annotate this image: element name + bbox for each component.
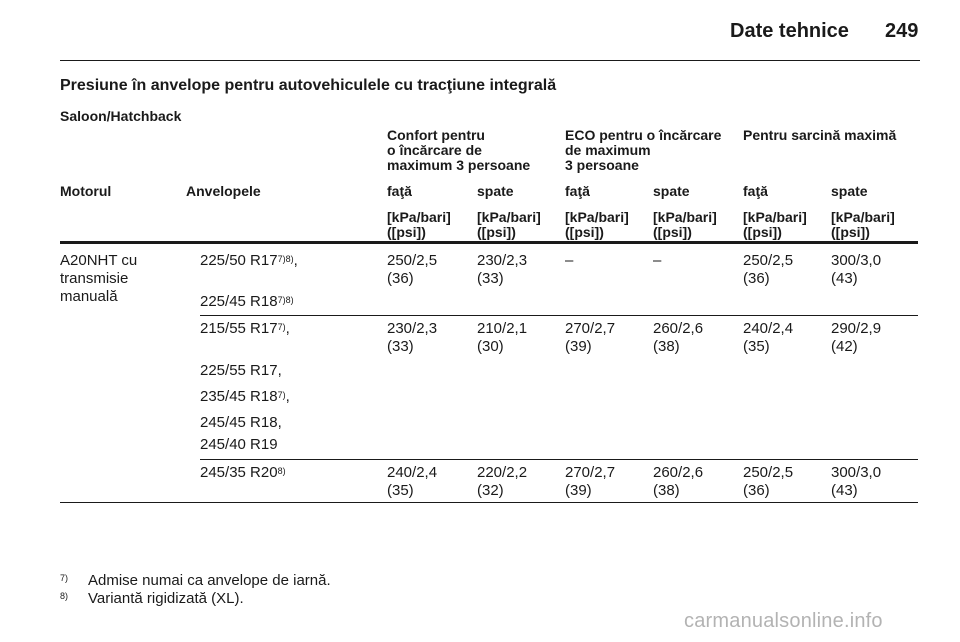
separator: , bbox=[285, 388, 290, 405]
pressure-value: 230/2,3 bbox=[477, 252, 528, 269]
pressure-value: 290/2,9 bbox=[831, 320, 882, 337]
psi-value: (36) bbox=[743, 482, 770, 499]
unit-label: ([psi]) bbox=[653, 224, 692, 240]
table-header-rule bbox=[60, 241, 918, 244]
separator: , bbox=[285, 320, 290, 337]
tyre-size: 245/45 R18, bbox=[200, 414, 282, 431]
pressure-value: 250/2,5 bbox=[743, 464, 794, 481]
psi-value: (33) bbox=[387, 338, 414, 355]
psi-value: (36) bbox=[387, 270, 414, 287]
page-number: 249 bbox=[885, 20, 919, 42]
col-header-max-rear: spate bbox=[831, 183, 868, 199]
pressure-value: 250/2,5 bbox=[743, 252, 794, 269]
tyre-size: 215/55 R177), bbox=[200, 321, 290, 337]
footnote-text: Variantă rigidizată (XL). bbox=[88, 590, 244, 607]
section-title: Presiune în anvelope pentru autovehicule… bbox=[60, 77, 557, 94]
psi-value: (39) bbox=[565, 482, 592, 499]
footnote-ref: 7)8) bbox=[277, 295, 294, 305]
tyre-size: 225/50 R177)8), bbox=[200, 253, 298, 269]
col-header-eco-rear: spate bbox=[653, 183, 690, 199]
psi-value: (43) bbox=[831, 482, 858, 499]
col-header-max-front: faţă bbox=[743, 183, 768, 199]
footnote-ref: 7) bbox=[277, 322, 286, 332]
row-divider bbox=[200, 315, 918, 316]
psi-value: (43) bbox=[831, 270, 858, 287]
group-line: maximum 3 persoane bbox=[387, 157, 531, 173]
unit-label: [kPa/bari] bbox=[477, 209, 541, 225]
col-header-engine: Motorul bbox=[60, 183, 112, 199]
pressure-value: – bbox=[653, 252, 662, 269]
psi-value: (35) bbox=[387, 482, 414, 499]
psi-value: (39) bbox=[565, 338, 592, 355]
engine-line: manuală bbox=[60, 288, 118, 305]
psi-value: (35) bbox=[743, 338, 770, 355]
psi-value: (38) bbox=[653, 482, 680, 499]
pressure-value: – bbox=[565, 252, 574, 269]
unit-label: [kPa/bari] bbox=[387, 209, 451, 225]
pressure-value: 220/2,2 bbox=[477, 464, 528, 481]
group-line: Confort pentru bbox=[387, 127, 485, 143]
running-header-title: Date tehnice bbox=[730, 20, 849, 42]
group-line: o încărcare de bbox=[387, 142, 482, 158]
unit-label: [kPa/bari] bbox=[565, 209, 629, 225]
engine-line: transmisie bbox=[60, 270, 129, 287]
pressure-value: 210/2,1 bbox=[477, 320, 528, 337]
engine-line: A20NHT cu bbox=[60, 252, 138, 269]
footnote-text: Admise numai ca anvelope de iarnă. bbox=[88, 572, 331, 589]
table-bottom-rule bbox=[60, 502, 918, 503]
unit-label: ([psi]) bbox=[743, 224, 782, 240]
tyre-size-text: 225/50 R17 bbox=[200, 252, 278, 269]
group-line: 3 persoane bbox=[565, 157, 639, 173]
pressure-value: 240/2,4 bbox=[743, 320, 794, 337]
unit-label: [kPa/bari] bbox=[743, 209, 807, 225]
unit-label: ([psi]) bbox=[565, 224, 604, 240]
pressure-value: 250/2,5 bbox=[387, 252, 438, 269]
group-line: Pentru sarcină maximă bbox=[743, 127, 897, 143]
row-divider bbox=[200, 459, 918, 460]
pressure-value: 300/3,0 bbox=[831, 252, 882, 269]
group-line: de maximum bbox=[565, 142, 651, 158]
col-header-comfort-front: faţă bbox=[387, 183, 412, 199]
psi-value: (33) bbox=[477, 270, 504, 287]
separator: , bbox=[293, 252, 298, 269]
footnote-mark: 8) bbox=[60, 591, 69, 601]
tyre-size-text: 245/35 R20 bbox=[200, 464, 278, 481]
unit-label: [kPa/bari] bbox=[653, 209, 717, 225]
unit-label: ([psi]) bbox=[831, 224, 870, 240]
tyre-size-text: 215/55 R17 bbox=[200, 320, 278, 337]
footnote-mark: 7) bbox=[60, 573, 69, 583]
header-divider bbox=[60, 60, 920, 61]
pressure-value: 270/2,7 bbox=[565, 464, 616, 481]
group-line: ECO pentru o încărcare bbox=[565, 127, 722, 143]
footnote-ref: 7)8) bbox=[277, 254, 294, 264]
pressure-value: 260/2,6 bbox=[653, 464, 704, 481]
psi-value: (30) bbox=[477, 338, 504, 355]
pressure-value: 300/3,0 bbox=[831, 464, 882, 481]
pressure-value: 260/2,6 bbox=[653, 320, 704, 337]
unit-label: ([psi]) bbox=[387, 224, 426, 240]
tyre-size: 225/45 R187)8) bbox=[200, 294, 294, 310]
tyre-size: 245/40 R19 bbox=[200, 436, 278, 453]
pressure-value: 270/2,7 bbox=[565, 320, 616, 337]
tyre-size: 245/35 R208) bbox=[200, 465, 286, 481]
unit-label: [kPa/bari] bbox=[831, 209, 895, 225]
pressure-value: 230/2,3 bbox=[387, 320, 438, 337]
tyre-size: 225/55 R17, bbox=[200, 362, 282, 379]
psi-value: (38) bbox=[653, 338, 680, 355]
tyre-size: 235/45 R187), bbox=[200, 389, 290, 405]
col-header-tyres: Anvelopele bbox=[186, 183, 261, 199]
unit-label: ([psi]) bbox=[477, 224, 516, 240]
watermark: carmanualsonline.info bbox=[684, 610, 883, 632]
psi-value: (32) bbox=[477, 482, 504, 499]
psi-value: (36) bbox=[743, 270, 770, 287]
tyre-size-text: 225/45 R18 bbox=[200, 293, 278, 310]
col-header-eco-front: faţă bbox=[565, 183, 590, 199]
col-header-comfort-rear: spate bbox=[477, 183, 514, 199]
subsection-title: Saloon/Hatchback bbox=[60, 108, 182, 124]
footnote-ref: 8) bbox=[277, 466, 286, 476]
pressure-value: 240/2,4 bbox=[387, 464, 438, 481]
psi-value: (42) bbox=[831, 338, 858, 355]
tyre-size-text: 235/45 R18 bbox=[200, 388, 278, 405]
footnote-ref: 7) bbox=[277, 390, 286, 400]
